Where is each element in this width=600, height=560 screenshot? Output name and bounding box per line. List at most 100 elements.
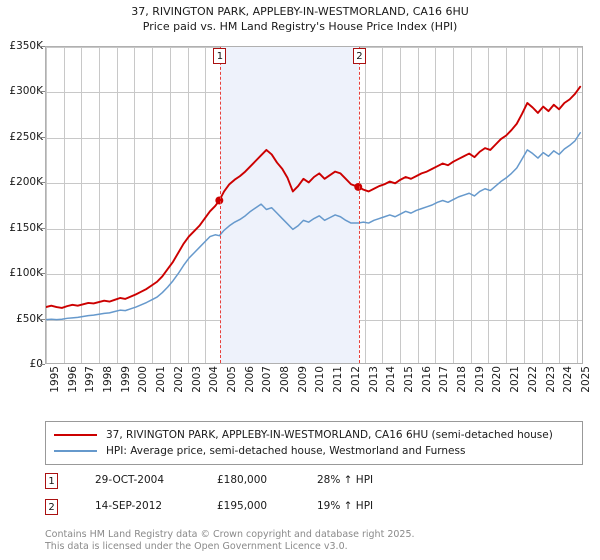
gridline-vertical (152, 47, 154, 363)
gridline-vertical (417, 47, 419, 363)
x-axis-tick-label: 2001 (155, 366, 168, 393)
gridline-vertical (187, 47, 189, 363)
x-axis-tick-label: 1999 (119, 366, 132, 393)
transaction-index-badge: 2 (45, 499, 58, 515)
x-axis-tick-label: 2007 (261, 366, 274, 393)
x-axis-tick-label: 2018 (456, 366, 469, 393)
y-axis-tick (40, 46, 45, 47)
legend-item[interactable]: HPI: Average price, semi-detached house,… (46, 443, 582, 459)
ownership-period-band (219, 47, 360, 363)
gridline-vertical (559, 47, 561, 363)
series-lines (46, 47, 582, 363)
x-axis-tick-label: 2010 (314, 366, 327, 393)
transaction-marker-line (219, 47, 221, 363)
x-axis-tick-label: 2017 (438, 366, 451, 393)
transaction-row[interactable]: 2 14-SEP-2012 £195,000 19% ↑ HPI (45, 497, 583, 523)
transaction-date: 14-SEP-2012 (95, 500, 163, 512)
transaction-marker-box[interactable]: 2 (352, 48, 366, 65)
x-axis-tick-label: 2016 (420, 366, 433, 393)
title-line-1: 37, RIVINGTON PARK, APPLEBY-IN-WESTMORLA… (131, 5, 469, 18)
x-axis-tick-label: 2022 (526, 366, 539, 393)
x-axis-tick-label: 2008 (279, 366, 292, 393)
x-axis-tick-label: 1997 (84, 366, 97, 393)
sale-point-dot[interactable] (354, 182, 363, 191)
footer-line-1: Contains HM Land Registry data © Crown c… (45, 529, 415, 540)
x-axis-tick-label: 2009 (296, 366, 309, 393)
gridline-vertical (453, 47, 455, 363)
transaction-marker-line (359, 47, 361, 363)
y-axis-tick-label: £250K (9, 130, 43, 143)
transaction-index-badge: 1 (45, 473, 58, 489)
x-axis-tick-label: 1996 (66, 366, 79, 393)
gridline-vertical (46, 47, 47, 363)
gridline-vertical (488, 47, 490, 363)
transaction-marker-box[interactable]: 1 (213, 48, 227, 65)
x-axis-tick-label: 2011 (332, 366, 345, 393)
title-line-2: Price paid vs. HM Land Registry's House … (142, 20, 458, 33)
x-axis-tick-label: 2015 (402, 366, 415, 393)
gridline-vertical (63, 47, 65, 363)
gridline-vertical (116, 47, 118, 363)
y-axis-tick-label: £100K (9, 267, 43, 280)
transaction-price: £180,000 (217, 474, 268, 486)
x-axis-tick-label: 2019 (473, 366, 486, 393)
legend-color-swatch (54, 450, 97, 452)
x-axis: 1995 1996 1997 1998 1999 2000 2001 2002 2003 2004… (45, 366, 592, 412)
x-axis-tick-label: 2003 (190, 366, 203, 393)
gridline-vertical (541, 47, 543, 363)
y-axis-tick (40, 136, 45, 138)
gridline-vertical (435, 47, 437, 363)
legend-color-swatch (54, 434, 97, 436)
x-axis-tick-label: 2014 (385, 366, 398, 393)
gridline-vertical (169, 47, 171, 363)
y-axis-tick (40, 91, 45, 93)
transaction-row[interactable]: 1 29-OCT-2004 £180,000 28% ↑ HPI (45, 471, 583, 497)
transactions-table: 1 29-OCT-2004 £180,000 28% ↑ HPI 2 14-SEP-201… (45, 471, 583, 523)
x-axis-tick-label: 2020 (491, 366, 504, 393)
x-axis-tick-label: 2000 (137, 366, 150, 393)
x-axis-tick-label: 2004 (208, 366, 221, 393)
x-axis-tick-label: 2005 (225, 366, 238, 393)
y-axis-tick (40, 318, 45, 320)
gridline-vertical (382, 47, 384, 363)
x-axis-tick-label: 2006 (243, 366, 256, 393)
y-axis-tick (40, 364, 45, 365)
gridline-vertical (81, 47, 83, 363)
gridline-vertical (470, 47, 472, 363)
y-axis-tick (40, 182, 45, 184)
footer-attribution: Contains HM Land Registry data © Crown c… (45, 529, 585, 552)
legend-item-label: 37, RIVINGTON PARK, APPLEBY-IN-WESTMORLA… (106, 429, 553, 441)
transaction-hpi-delta: 28% ↑ HPI (317, 474, 374, 486)
x-axis-tick-label: 2012 (349, 366, 362, 393)
sale-point-dot[interactable] (215, 196, 224, 205)
gridline-vertical (523, 47, 525, 363)
y-axis-tick-label: £150K (9, 221, 43, 234)
y-axis-tick-label: £50K (16, 312, 43, 325)
transaction-price: £195,000 (217, 500, 268, 512)
hpi-line (46, 133, 580, 320)
y-axis-tick-label: £0 (29, 358, 43, 370)
y-axis-tick-label: £300K (9, 85, 43, 98)
page-title: 37, RIVINGTON PARK, APPLEBY-IN-WESTMORLA… (0, 4, 600, 34)
y-axis: £0 £50K £100K £150K £200K £250K £300K £350K (0, 40, 45, 370)
price-paid-line (46, 87, 580, 308)
x-axis-tick-label: 1995 (49, 366, 61, 393)
gridline-vertical (205, 47, 207, 363)
chart-legend: 37, RIVINGTON PARK, APPLEBY-IN-WESTMORLA… (45, 421, 583, 465)
transaction-date: 29-OCT-2004 (95, 474, 164, 486)
y-axis-tick (40, 273, 45, 275)
legend-item[interactable]: 37, RIVINGTON PARK, APPLEBY-IN-WESTMORLA… (46, 427, 582, 443)
x-axis-tick-label: 2021 (509, 366, 522, 393)
x-axis-tick-label: 1998 (102, 366, 115, 393)
transaction-hpi-delta: 19% ↑ HPI (317, 500, 374, 512)
x-axis-tick-label: 2002 (172, 366, 185, 393)
x-axis-tick-label: 2025 (579, 366, 592, 393)
footer-line-2: This data is licensed under the Open Gov… (45, 540, 348, 552)
gridline-vertical (364, 47, 366, 363)
x-axis-tick-label: 2023 (544, 366, 557, 393)
gridline-vertical (134, 47, 136, 363)
y-axis-tick-label: £350K (9, 40, 43, 52)
